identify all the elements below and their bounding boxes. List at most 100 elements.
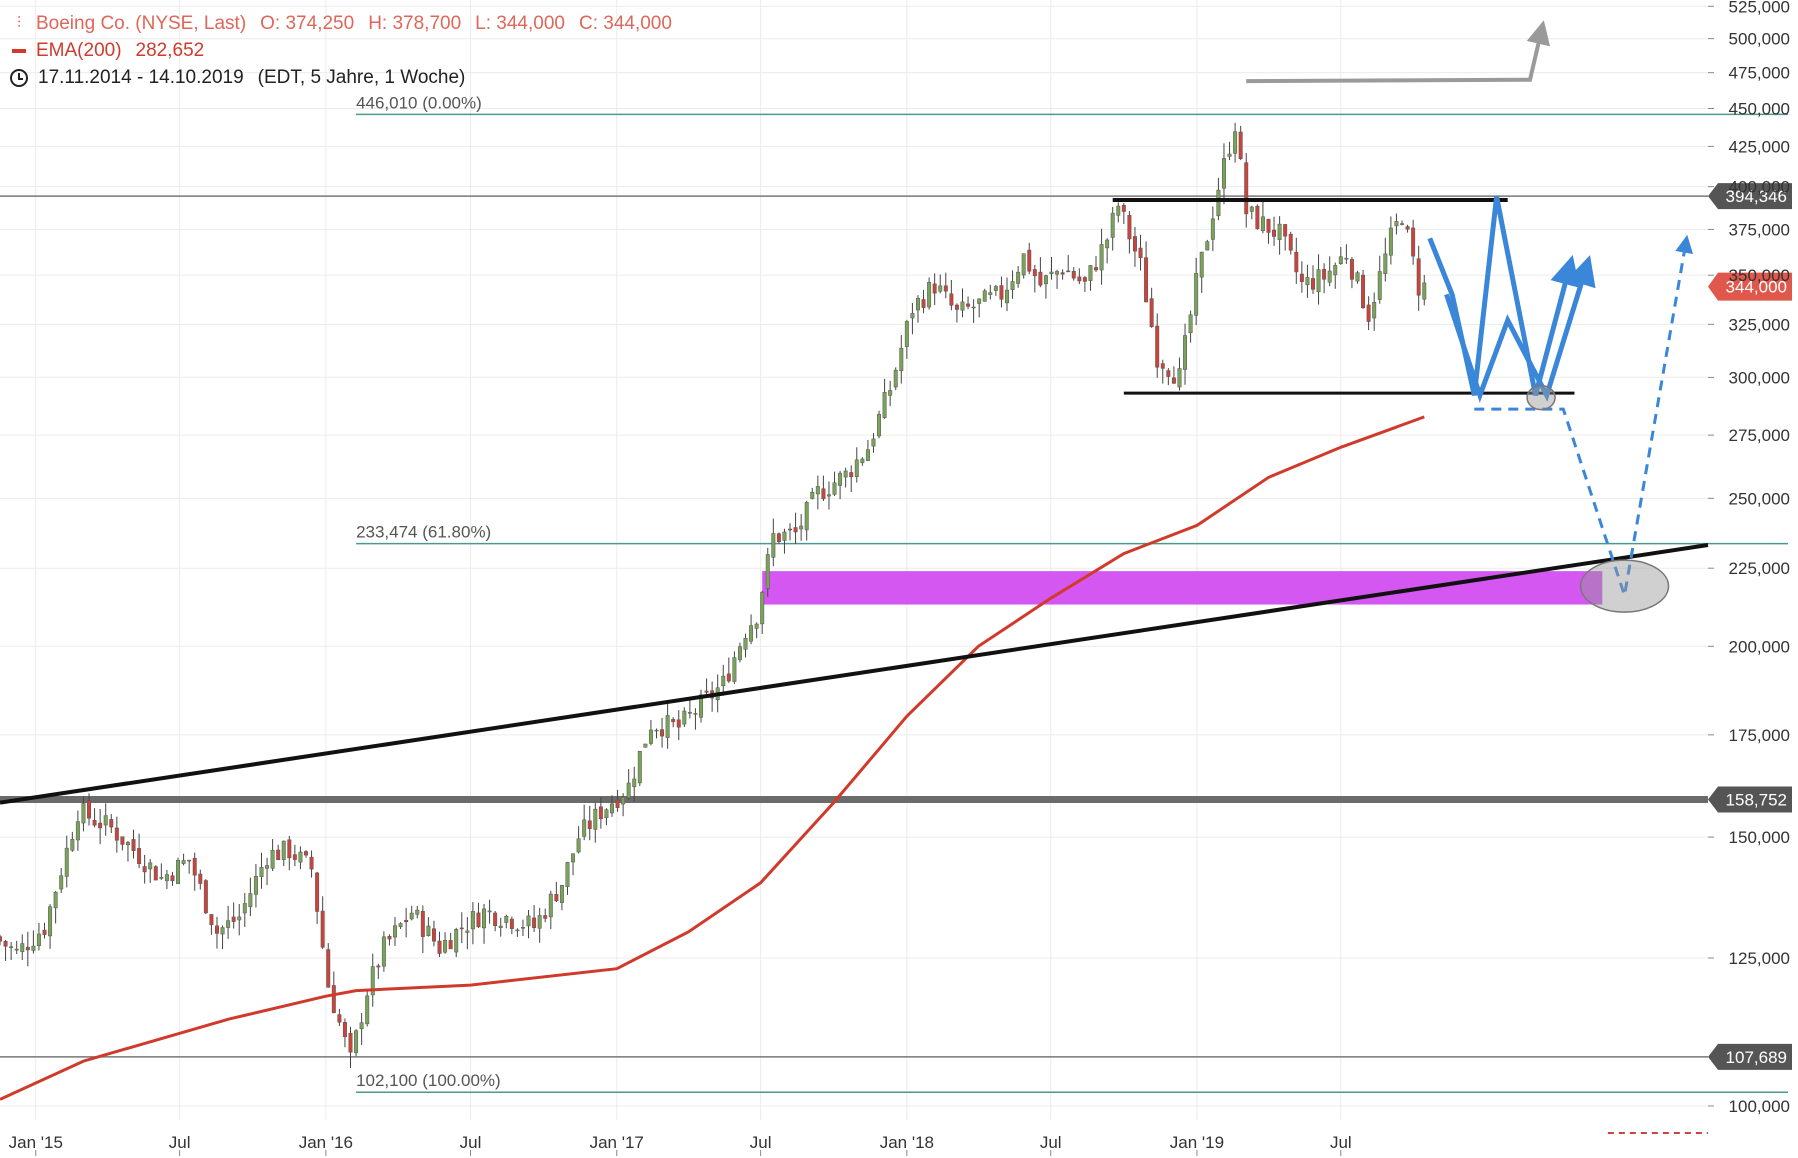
candle-body [999, 285, 1004, 300]
candle-body [721, 675, 726, 687]
candle-body [726, 673, 731, 682]
y-tick-label: 225,000 [1729, 559, 1790, 578]
candle-body [1210, 218, 1215, 240]
candle-body [493, 912, 498, 927]
candle-body [248, 893, 253, 908]
candle-body [682, 710, 687, 725]
candle-body [977, 298, 982, 304]
candle-body [643, 743, 648, 748]
candle-body [810, 491, 815, 499]
candle-body [1032, 269, 1037, 277]
candle-body [1027, 249, 1032, 272]
candle-body [75, 821, 80, 841]
candle-body [676, 719, 681, 728]
candle-body [693, 713, 698, 715]
candle-body [921, 299, 926, 308]
candle-body [1188, 314, 1193, 334]
candle-body [1127, 215, 1132, 240]
range-row: 17.11.2014 - 14.10.2019 (EDT, 5 Jahre, 1… [8, 64, 672, 91]
fib-level-label: 233,474 (61.80%) [356, 523, 491, 542]
candle-body [882, 392, 887, 418]
candle-body [270, 849, 275, 869]
candle-body [604, 809, 609, 818]
x-tick-label: Jul [169, 1133, 191, 1152]
candle-body [31, 945, 36, 951]
candle-body [114, 827, 119, 841]
candle-body [287, 839, 292, 859]
candle-body [877, 414, 882, 437]
candle-body [226, 920, 231, 928]
candle-body [938, 285, 943, 292]
candle-body [1288, 233, 1293, 251]
candle-body [487, 910, 492, 913]
high-value: H: 378,700 [368, 13, 462, 34]
candle-body [1238, 131, 1243, 159]
candle-body [409, 912, 414, 920]
candle-body [565, 862, 570, 887]
candle-body [904, 321, 909, 347]
candle-body [465, 930, 470, 933]
candle-body [582, 819, 587, 837]
candle-body [1055, 271, 1060, 275]
close-value: C: 344,000 [578, 13, 672, 34]
y-tick-label: 275,000 [1729, 426, 1790, 445]
candle-body [1144, 257, 1149, 303]
price-axis[interactable]: 525,000 500,000 475,000 450,000 425,000 400,0… [1708, 0, 1790, 1116]
candle-body [1283, 224, 1288, 237]
candle-body [0, 936, 2, 942]
candle-body [164, 874, 169, 882]
candle-body [281, 840, 286, 860]
level-price-tag [1708, 183, 1792, 210]
candle-body [754, 623, 759, 629]
x-tick-label: Jul [1040, 1133, 1062, 1152]
ema-200-path [0, 415, 1425, 1101]
candle-body [9, 946, 14, 948]
candle-body [1021, 253, 1026, 276]
candle-body [1361, 274, 1366, 309]
candle-body [743, 637, 748, 650]
candle-body [1038, 271, 1043, 286]
candle-body [860, 458, 865, 464]
candle-body [804, 502, 809, 531]
candle-body [365, 995, 370, 1025]
candle-body [109, 819, 114, 828]
candle-body [648, 729, 653, 744]
candle-body [1149, 298, 1154, 327]
projection-path-a [1427, 196, 1580, 396]
candle-body [793, 527, 798, 533]
candle-body [815, 486, 820, 495]
candle-body [53, 891, 58, 909]
candle-body [36, 933, 41, 946]
candle-body [170, 875, 175, 882]
candle-body [1400, 223, 1404, 225]
candle-body [1227, 153, 1232, 157]
candle-body [1277, 223, 1282, 240]
candle-body [1110, 212, 1115, 238]
candle-body [771, 533, 776, 558]
candle-body [1121, 204, 1126, 212]
candle-body [1383, 253, 1388, 274]
time-axis[interactable]: Jan '15 Jul Jan '16 Jul Jan '17 Jul Jan '18 Jul… [9, 1133, 1352, 1156]
candle-body [482, 908, 487, 929]
y-tick-label: 400,000 [1729, 178, 1790, 197]
candle-body [320, 910, 325, 948]
candle-body [1183, 335, 1188, 370]
candle-body [982, 290, 987, 302]
candle-body [760, 591, 765, 625]
candle-body [426, 925, 431, 936]
y-tick-label: 450,000 [1729, 100, 1790, 119]
candle-body [387, 936, 392, 940]
candle-body [893, 369, 898, 388]
candle-body [498, 925, 503, 928]
candle-body [821, 488, 826, 500]
y-tick-label: 300,000 [1729, 368, 1790, 387]
level-tag-label: 158,752 [1726, 790, 1787, 809]
candle-body [1355, 272, 1360, 282]
candle-body [337, 1014, 342, 1023]
candle-body [537, 915, 542, 929]
candle-body [309, 856, 314, 870]
candle-body [1221, 158, 1226, 189]
candle-body [181, 860, 186, 864]
current-price-tag [1708, 272, 1792, 301]
